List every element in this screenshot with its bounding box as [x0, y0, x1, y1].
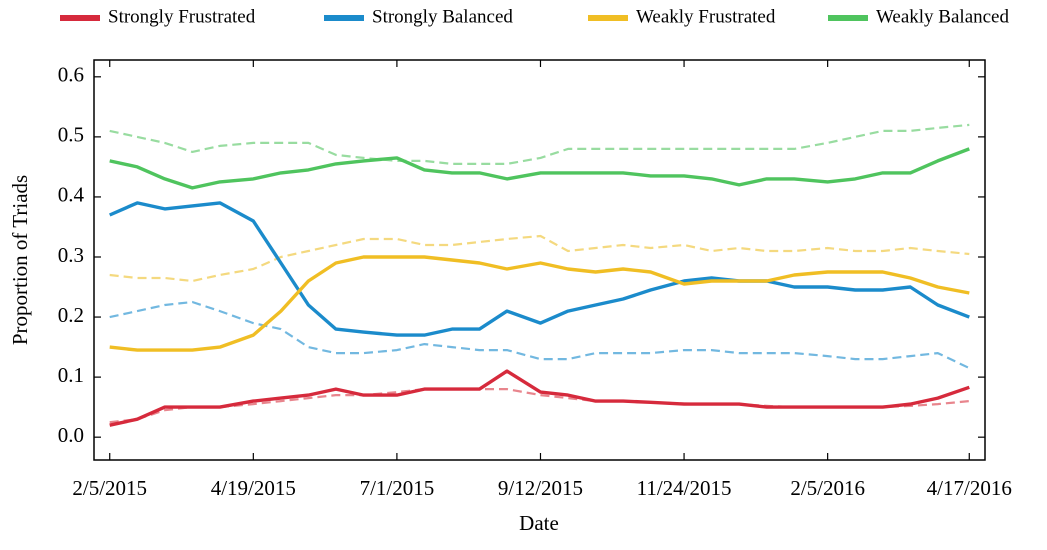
series-line	[109, 201, 970, 337]
y-tick-label: 0.0	[58, 423, 84, 447]
baseline-line	[109, 300, 970, 370]
series-line	[109, 255, 970, 352]
y-tick-label: 0.6	[58, 63, 84, 87]
plot-frame	[93, 59, 986, 461]
x-tick-label: 4/17/2016	[927, 476, 1012, 500]
x-tick-label: 11/24/2015	[637, 476, 732, 500]
series-line	[109, 369, 970, 427]
baseline-line	[109, 234, 970, 283]
x-tick-label: 2/5/2016	[790, 476, 865, 500]
y-tick-label: 0.4	[58, 183, 85, 207]
y-tick-label: 0.2	[58, 303, 84, 327]
x-tick-label: 2/5/2015	[72, 476, 147, 500]
legend-label: Weakly Frustrated	[636, 6, 776, 27]
legend-label: Weakly Balanced	[876, 6, 1009, 27]
x-tick-label: 9/12/2015	[498, 476, 583, 500]
legend-label: Strongly Frustrated	[108, 6, 256, 27]
baseline-line	[109, 123, 970, 165]
x-tick-label: 7/1/2015	[360, 476, 435, 500]
legend: Strongly Frustrated Strongly Balanced Weak…	[60, 6, 1009, 27]
y-tick-label: 0.1	[58, 363, 84, 387]
y-tick-label: 0.5	[58, 123, 84, 147]
legend-label: Strongly Balanced	[372, 6, 513, 27]
x-tick-label: 4/19/2015	[211, 476, 296, 500]
x-axis-label: Date	[519, 511, 559, 535]
y-tick-label: 0.3	[58, 243, 84, 267]
y-axis-label: Proportion of Triads	[8, 175, 32, 345]
series-line	[109, 147, 970, 190]
